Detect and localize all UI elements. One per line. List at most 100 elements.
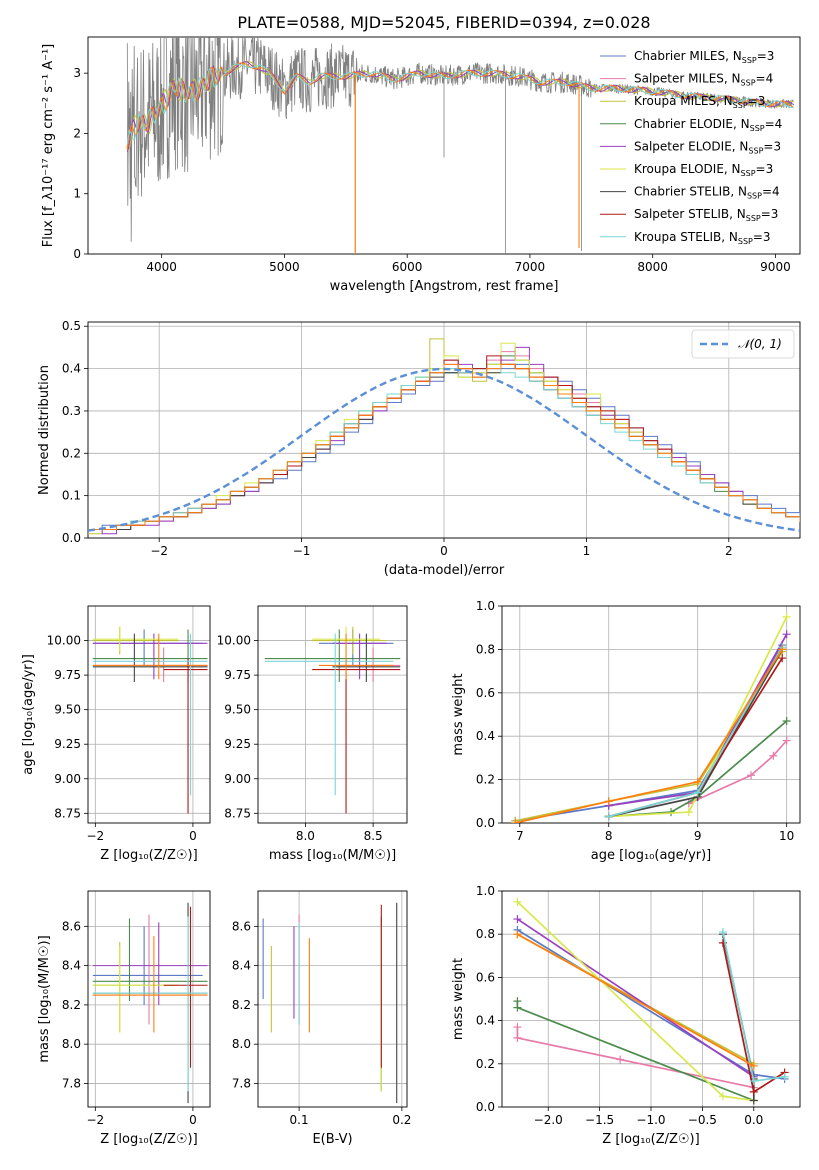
y-tick-label: 8.0 [232, 1037, 251, 1051]
x-tick-label: −2 [150, 544, 168, 558]
y-tick-label: 0.1 [62, 489, 81, 503]
plus-marker [782, 630, 791, 639]
plot-area [126, 37, 795, 254]
plot-area [92, 626, 208, 814]
legend-subscript: SSP [741, 79, 756, 88]
plus-marker [778, 645, 787, 654]
y-tick-label: 0 [73, 247, 81, 261]
y-axis-label: age [log₁₀(age/yr)] [21, 654, 36, 775]
plus-marker [604, 812, 613, 821]
y-tick-label: 9.00 [224, 772, 251, 786]
legend-subscript: SSP [748, 146, 763, 155]
y-tick-label: 3 [73, 66, 81, 80]
y-tick-label: 0.2 [476, 773, 495, 787]
y-axis-label: mass [log₁₀(M/M☉)] [37, 935, 52, 1062]
x-axis-label: age [log₁₀(age/yr)] [591, 848, 712, 863]
y-tick-label: 7.8 [232, 1076, 251, 1090]
figure-title: PLATE=0588, MJD=52045, FIBERID=0394, z=0… [237, 13, 650, 32]
legend-name: Kroupa STELIB, N [634, 230, 738, 244]
x-tick-label: −0.5 [688, 1113, 717, 1127]
y-tick-label: 9.75 [224, 668, 251, 682]
histogram-series [88, 355, 800, 530]
y-tick-label: 7.8 [62, 1076, 81, 1090]
y-tick-label: 1.0 [476, 884, 495, 898]
plus-marker [513, 1003, 522, 1012]
y-tick-label: 8.2 [232, 998, 251, 1012]
model-spectrum-line [126, 62, 795, 150]
y-tick-label: 8.2 [62, 998, 81, 1012]
x-tick-label: −1 [293, 544, 311, 558]
plus-marker [747, 771, 756, 780]
mass-weight-vs-metallicity-panel: −2.0 −1.5 −1.0 −0.5 0.0 0.0 0.2 0.4 0.6 0.8 1.0 Z [… [451, 884, 801, 1147]
histogram-series [88, 363, 800, 530]
x-tick-label: 8.0 [296, 829, 315, 843]
histogram-series [88, 351, 800, 530]
mass-weight-line [515, 648, 783, 823]
y-tick-label: 0.6 [476, 970, 495, 984]
y-tick-label: 8.6 [62, 919, 81, 933]
x-tick-label: −2 [86, 829, 104, 843]
x-tick-label: 8000 [637, 260, 668, 274]
y-tick-label: 1 [73, 187, 81, 201]
y-tick-label: 0.6 [476, 686, 495, 700]
plus-marker [780, 1072, 789, 1081]
x-tick-label: 7 [516, 829, 524, 843]
axes-frame [87, 321, 801, 539]
x-axis-label: Z [log₁₀(Z/Z☉)] [602, 1132, 699, 1147]
x-tick-label: 10 [779, 829, 794, 843]
legend-name: Kroupa MILES, N [634, 94, 733, 108]
axes-frame [87, 605, 211, 824]
x-tick-label: −1.5 [585, 1113, 614, 1127]
x-tick-label: 9000 [760, 260, 791, 274]
legend-suffix: =3 [763, 139, 781, 153]
observed-spectrum-line [126, 37, 794, 242]
x-tick-label: 7000 [515, 260, 546, 274]
y-tick-label: 9.25 [54, 737, 81, 751]
y-tick-label: 8.75 [224, 806, 251, 820]
x-axis-label: E(B-V) [312, 1132, 352, 1147]
plus-marker [782, 717, 791, 726]
legend-subscript: SSP [742, 56, 757, 65]
histogram-series [88, 363, 800, 530]
y-tick-label: 8.75 [54, 806, 81, 820]
legend-label: Kroupa MILES, NSSP=3 [634, 94, 765, 110]
y-tick-label: 0.2 [476, 1057, 495, 1071]
y-axis-label: Flux [f_λ10⁻¹⁷ erg cm⁻² s⁻¹ A⁻¹] [41, 44, 56, 248]
plot-area [511, 612, 791, 823]
y-tick-label: 0.0 [62, 531, 81, 545]
y-tick-label: 0.4 [476, 1014, 495, 1028]
x-tick-label: 6000 [392, 260, 423, 274]
x-axis-label: mass [log₁₀(M/M☉)] [269, 848, 396, 863]
legend-name: Chabrier MILES, N [634, 49, 742, 63]
plus-marker [513, 915, 522, 924]
x-tick-label: 0.0 [744, 1113, 763, 1127]
plus-marker [718, 928, 727, 937]
y-axis-label: mass weight [451, 673, 466, 755]
plus-marker [511, 819, 520, 823]
residual-histogram-panel: −2 −1 0 1 2 0.0 0.1 0.2 0.3 0.4 0.5 (data-model)/er… [37, 319, 801, 578]
y-tick-label: 0.0 [476, 816, 495, 830]
legend-suffix: =4 [765, 117, 783, 131]
legend-label: Chabrier ELODIE, NSSP=4 [634, 117, 782, 133]
y-tick-label: 9.75 [54, 668, 81, 682]
legend-label: Chabrier MILES, NSSP=3 [634, 49, 774, 65]
legend-suffix: =3 [753, 230, 771, 244]
x-axis-label: Z [log₁₀(Z/Z☉)] [100, 848, 197, 863]
axes-frame [87, 36, 801, 255]
plus-marker [693, 788, 702, 797]
plus-marker [616, 1055, 625, 1064]
y-tick-label: 8.0 [62, 1037, 81, 1051]
mass-weight-line [516, 933, 755, 1067]
axes-frame [501, 890, 801, 1108]
plus-marker [513, 930, 522, 939]
mass-weight-vs-age-panel: 7 8 9 10 0.0 0.2 0.4 0.6 0.8 1.0 age [log₁₀(age/yr… [451, 599, 801, 863]
x-tick-label: −2 [86, 1113, 104, 1127]
mass-vs-metallicity-panel: −2 0 7.8 8.0 8.2 8.4 8.6 Z [log₁₀(Z/Z☉)] mass [l… [37, 890, 211, 1147]
plot-area [92, 902, 208, 1104]
x-tick-label: −2.0 [534, 1113, 563, 1127]
y-tick-label: 0.8 [476, 642, 495, 656]
plus-marker [749, 1087, 758, 1096]
mass-weight-line [516, 901, 754, 1102]
mass-weight-line [688, 739, 788, 805]
